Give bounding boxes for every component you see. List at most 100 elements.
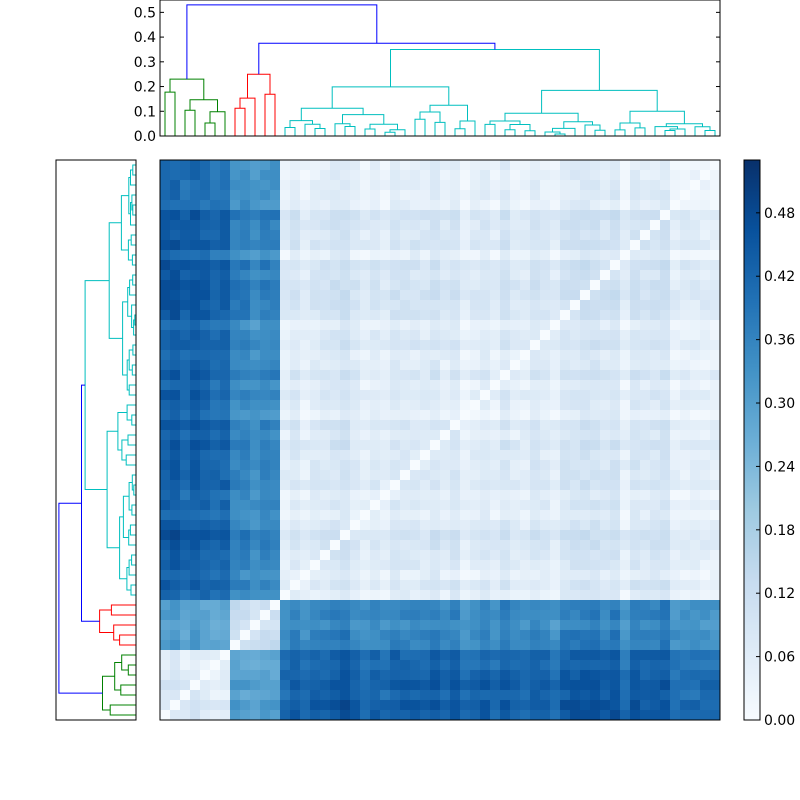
- heatmap-cell: [620, 690, 631, 701]
- heatmap-cell: [320, 370, 331, 381]
- heatmap-cell: [510, 690, 521, 701]
- heatmap-cell: [650, 430, 661, 441]
- heatmap-cell: [690, 680, 701, 691]
- heatmap-cell: [290, 640, 301, 651]
- heatmap-cell: [590, 310, 601, 321]
- heatmap-cell: [280, 670, 291, 681]
- top-dendrogram-link: [314, 128, 326, 136]
- heatmap-cell: [330, 390, 341, 401]
- heatmap-cell: [580, 470, 591, 481]
- heatmap-cell: [520, 490, 531, 501]
- heatmap-cell: [350, 700, 361, 711]
- heatmap-cell: [250, 410, 261, 421]
- heatmap-cell: [710, 430, 721, 441]
- heatmap-cell: [510, 340, 521, 351]
- heatmap-cell: [310, 220, 321, 231]
- heatmap-cell: [320, 170, 331, 181]
- heatmap-cell: [210, 200, 221, 211]
- heatmap-cell: [260, 420, 271, 431]
- heatmap-cell: [600, 350, 611, 361]
- left-dendrogram-link: [84, 280, 110, 490]
- heatmap-cell: [710, 480, 721, 491]
- heatmap-cell: [500, 200, 511, 211]
- heatmap-cell: [500, 690, 511, 701]
- heatmap-cell: [370, 380, 381, 391]
- heatmap-cell: [550, 330, 561, 341]
- heatmap-cell: [260, 500, 271, 511]
- heatmap-cell: [220, 710, 231, 721]
- heatmap-cell: [560, 220, 571, 231]
- heatmap-cell: [220, 390, 231, 401]
- heatmap-cell: [710, 580, 721, 591]
- heatmap-cell: [590, 620, 601, 631]
- heatmap-cell: [460, 180, 471, 191]
- heatmap-cell: [160, 320, 171, 331]
- heatmap-cell: [680, 590, 691, 601]
- heatmap-cell: [700, 220, 711, 231]
- heatmap-cell: [490, 240, 501, 251]
- heatmap-cell: [500, 630, 511, 641]
- heatmap-cell: [700, 230, 711, 241]
- heatmap-cell: [620, 210, 631, 221]
- heatmap-cell: [340, 280, 351, 291]
- heatmap-cell: [310, 270, 321, 281]
- heatmap-cell: [360, 190, 371, 201]
- heatmap-cell: [200, 350, 211, 361]
- heatmap-cell: [240, 700, 251, 711]
- heatmap-cell: [680, 480, 691, 491]
- heatmap-cell: [660, 490, 671, 501]
- heatmap-cell: [400, 380, 411, 391]
- heatmap-cell: [580, 320, 591, 331]
- heatmap-cell: [590, 710, 601, 721]
- heatmap-cell: [200, 290, 211, 301]
- heatmap-cell: [660, 550, 671, 561]
- heatmap-cell: [160, 390, 171, 401]
- heatmap-cell: [530, 470, 541, 481]
- heatmap-cell: [710, 490, 721, 501]
- heatmap-cell: [670, 580, 681, 591]
- heatmap-cell: [650, 570, 661, 581]
- heatmap-cell: [340, 290, 351, 301]
- heatmap-cell: [670, 280, 681, 291]
- heatmap-cell: [680, 440, 691, 451]
- heatmap-cell: [360, 160, 371, 171]
- heatmap-cell: [220, 420, 231, 431]
- heatmap-cell: [320, 320, 331, 331]
- heatmap-cell: [460, 380, 471, 391]
- heatmap-cell: [300, 680, 311, 691]
- top-dendrogram-links: [164, 4, 716, 136]
- heatmap-cell: [440, 200, 451, 211]
- heatmap-cell: [250, 270, 261, 281]
- heatmap-cell: [500, 330, 511, 341]
- heatmap-cell: [700, 480, 711, 491]
- heatmap-cell: [180, 430, 191, 441]
- left-dendrogram-link: [120, 195, 129, 251]
- heatmap-cell: [560, 480, 571, 491]
- heatmap-cell: [340, 660, 351, 671]
- heatmap-cell: [280, 480, 291, 491]
- heatmap-cell: [500, 640, 511, 651]
- heatmap-cell: [430, 460, 441, 471]
- heatmap-cell: [700, 430, 711, 441]
- heatmap-cell: [600, 420, 611, 431]
- heatmap-cell: [480, 540, 491, 551]
- heatmap-cell: [620, 250, 631, 261]
- heatmap-cell: [400, 540, 411, 551]
- heatmap-cell: [510, 350, 521, 361]
- heatmap-cell: [710, 240, 721, 251]
- heatmap-cell: [180, 500, 191, 511]
- heatmap-cell: [320, 210, 331, 221]
- heatmap-cell: [300, 590, 311, 601]
- heatmap-cell: [520, 590, 531, 601]
- heatmap-cell: [160, 400, 171, 411]
- heatmap-cell: [480, 590, 491, 601]
- heatmap-cell: [690, 530, 701, 541]
- heatmap-cell: [670, 340, 681, 351]
- heatmap-cell: [440, 700, 451, 711]
- heatmap-cell: [500, 190, 511, 201]
- heatmap-cell: [320, 270, 331, 281]
- heatmap-cell: [580, 190, 591, 201]
- heatmap-cell: [220, 230, 231, 241]
- heatmap-cell: [600, 530, 611, 541]
- heatmap-cell: [400, 580, 411, 591]
